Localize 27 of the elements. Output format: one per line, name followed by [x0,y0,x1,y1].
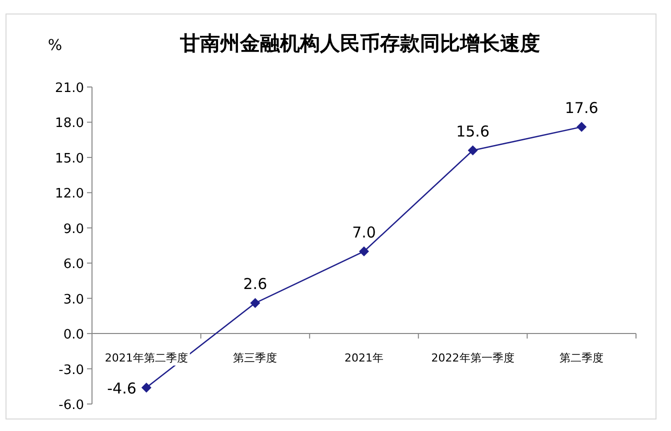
point [141,382,152,393]
y-tick-label: 15.0 [55,151,84,166]
y-axis-title: % [48,36,62,54]
point [576,122,587,132]
y-tick-label: 12.0 [55,186,84,202]
x-tick-label: 第二季度 [560,352,604,365]
text: 7.0 [352,223,376,242]
x-tick-label: 2022年第一季度 [431,352,514,365]
point [359,246,369,256]
text: 2.6 [243,275,268,294]
y-tick-label: -3.0 [58,362,84,378]
text: -4.6 [107,380,136,398]
text: 15.6 [456,122,490,140]
point [250,298,260,308]
x-tick-label: 2021年第二季度 [104,352,188,365]
x-tick-label: 第三季度 [233,352,278,365]
y-tick-label: 0.0 [63,328,84,343]
y-tick-label: 21.0 [55,81,84,96]
point [468,145,478,156]
y-tick-label: 6.0 [63,257,84,272]
y-tick-label: -6.0 [58,398,84,413]
x-tick-label: 2021年 [344,352,384,365]
y-tick-label: 18.0 [55,116,84,132]
y-tick-label: 9.0 [63,222,84,237]
chart-title: 甘南州金融机构人民币存款同比增长速度 [179,31,540,55]
y-tick-label: 3.0 [63,292,84,308]
text: 17.6 [564,98,598,117]
